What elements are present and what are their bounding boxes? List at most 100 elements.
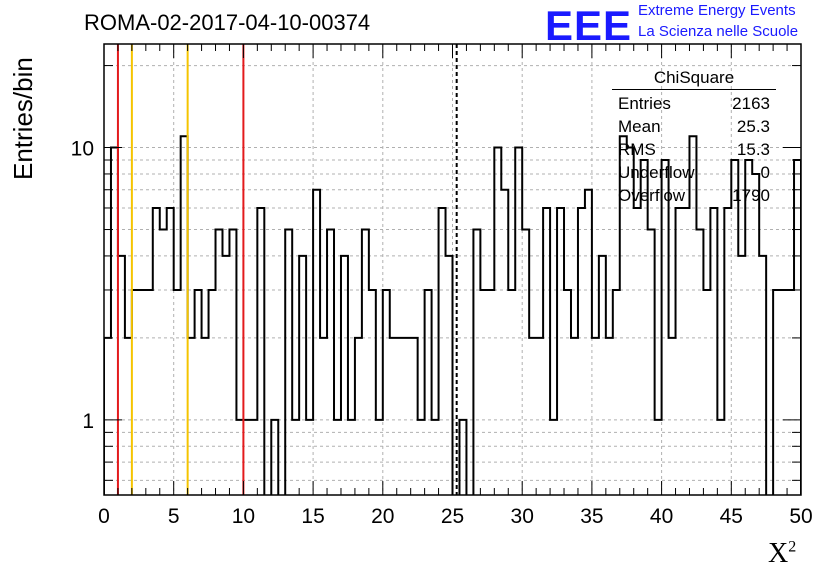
eee-logo: EEE xyxy=(545,2,633,49)
histogram-bin xyxy=(550,420,557,495)
histogram-bin xyxy=(355,338,362,495)
y-tick-label: 10 xyxy=(71,138,94,161)
histogram-bin xyxy=(181,136,188,495)
histogram-bin xyxy=(146,290,153,495)
histogram-bin xyxy=(662,160,669,495)
stats-value: 15.3 xyxy=(736,140,770,159)
histogram-bin xyxy=(285,230,292,495)
histogram-bin xyxy=(564,290,571,495)
x-tick-label: 25 xyxy=(441,505,464,528)
histogram-bin xyxy=(341,256,348,495)
stats-value: 2163 xyxy=(732,94,770,113)
logo-line-2: La Scienza nelle Scuole xyxy=(638,23,799,40)
y-axis-label: Entries/bin xyxy=(8,57,38,180)
histogram-bin xyxy=(543,208,550,495)
x-tick-label: 0 xyxy=(98,505,110,528)
histogram-bin xyxy=(139,290,146,495)
stats-value: 25.3 xyxy=(736,117,770,136)
histogram-bin xyxy=(153,208,160,495)
histogram-bin xyxy=(174,290,181,495)
stats-rows: Entries 2163 Mean 25.3 RMS 15.3 Underflow 0 Over… xyxy=(612,92,776,207)
histogram-bin xyxy=(606,338,613,495)
histogram-bin xyxy=(508,290,515,495)
histogram-bin xyxy=(292,420,299,495)
histogram-bin xyxy=(557,208,564,495)
histogram-bin xyxy=(703,290,710,495)
x-tick-label: 15 xyxy=(301,505,324,528)
histogram-bin xyxy=(299,256,306,495)
stats-row: Entries 2163 xyxy=(612,92,776,115)
x-tick-label: 20 xyxy=(371,505,394,528)
x-tick-label: 30 xyxy=(511,505,534,528)
histogram-bin xyxy=(188,338,195,495)
histogram-bin xyxy=(390,338,397,495)
histogram-bin xyxy=(641,160,648,495)
histogram-bin xyxy=(369,290,376,495)
histogram-bin xyxy=(132,290,139,495)
stats-box: ChiSquare Entries 2163 Mean 25.3 RMS 15.3 Unde… xyxy=(612,68,776,207)
histogram-bin xyxy=(710,208,717,495)
histogram-bin xyxy=(362,230,369,495)
y-tick-label: 1 xyxy=(82,410,94,433)
histogram-bin xyxy=(229,230,236,495)
histogram-bin xyxy=(397,338,404,495)
histogram-bin xyxy=(745,160,752,495)
histogram-bin xyxy=(738,256,745,495)
x-tick-label: 45 xyxy=(720,505,743,528)
histogram-bin xyxy=(167,208,174,495)
chart-title: ROMA-02-2017-04-10-00374 xyxy=(84,10,371,35)
histogram-bin xyxy=(724,208,731,495)
histogram-bin xyxy=(111,148,118,495)
histogram-bin xyxy=(104,338,111,495)
histogram-bin xyxy=(271,420,278,495)
histogram-bin xyxy=(376,420,383,495)
histogram-bin xyxy=(676,208,683,495)
stats-label: Mean xyxy=(618,117,661,136)
histogram-bin xyxy=(432,420,439,495)
histogram xyxy=(104,135,801,495)
histogram-bin xyxy=(257,208,264,495)
histogram-bin xyxy=(780,290,787,495)
histogram-bin xyxy=(446,256,453,495)
reference-lines xyxy=(116,44,458,495)
histogram-bin xyxy=(571,338,578,495)
histogram-bin xyxy=(787,290,794,495)
histogram-bin xyxy=(634,208,641,495)
histogram-bin xyxy=(473,230,480,495)
x-tick-label: 50 xyxy=(789,505,812,528)
x-tick-label: 35 xyxy=(580,505,603,528)
histogram-bin xyxy=(501,190,508,495)
histogram-bin xyxy=(425,290,432,495)
histogram-bin xyxy=(222,256,229,495)
histogram-bin xyxy=(599,256,606,495)
x-tick-label: 5 xyxy=(168,505,180,528)
axes: 0 5 10 15 20 25 30 35 40 45 50 1 10 xyxy=(71,43,813,528)
stats-row: Underflow 0 xyxy=(612,161,776,184)
histogram-bin xyxy=(648,230,655,495)
stats-value: 1790 xyxy=(732,186,770,205)
histogram-bin xyxy=(731,160,738,495)
histogram-bin xyxy=(418,420,425,495)
stats-label: Entries xyxy=(618,94,671,113)
histogram-bin xyxy=(250,420,257,495)
x-axis-label: X2 xyxy=(768,538,797,569)
logo-line-1: Extreme Energy Events xyxy=(638,2,796,19)
histogram-bin xyxy=(759,256,766,495)
histogram-bin xyxy=(494,148,501,495)
histogram-bin xyxy=(209,290,216,495)
stats-label: Underflow xyxy=(618,163,695,182)
histogram-bin xyxy=(669,338,676,495)
histogram-bin xyxy=(683,208,690,495)
histogram-bin xyxy=(655,420,662,495)
histogram-bin xyxy=(487,290,494,495)
stats-label: Overflow xyxy=(618,186,686,205)
histogram-bin xyxy=(752,174,759,495)
histogram-bin xyxy=(515,148,522,495)
histogram-bin xyxy=(717,420,724,495)
histogram-bin xyxy=(613,290,620,495)
histogram-bin xyxy=(313,190,320,495)
histogram-bin xyxy=(411,338,418,495)
histogram-bin xyxy=(536,338,543,495)
histogram-bin xyxy=(459,420,466,495)
